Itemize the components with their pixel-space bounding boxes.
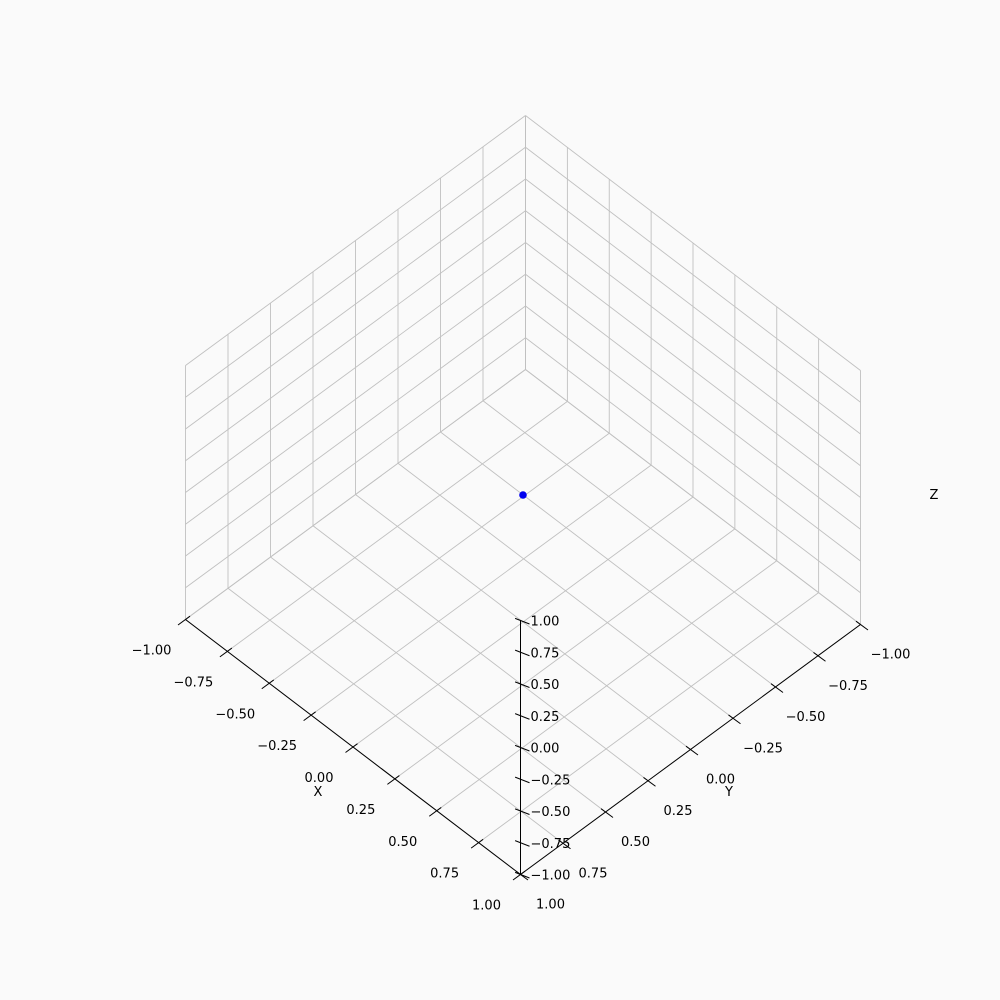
- grid-line: [525, 146, 861, 403]
- x-tick: [303, 711, 316, 722]
- y-tick-label: 0.50: [621, 835, 650, 850]
- y-tick: [558, 839, 571, 850]
- z-tick: [514, 649, 530, 657]
- z-tick-label: 0.75: [531, 646, 560, 661]
- x-tick: [428, 807, 442, 817]
- grid-line: [525, 115, 861, 371]
- y-tick: [728, 714, 741, 725]
- y-tick: [643, 777, 656, 787]
- y-axis-label: Y: [724, 785, 733, 800]
- y-tick: [770, 683, 784, 693]
- grid-line: [394, 528, 736, 780]
- y-tick-label: 0.25: [664, 804, 693, 819]
- z-tick: [514, 776, 530, 784]
- x-tick-label: 0.00: [305, 771, 334, 786]
- y-tick: [685, 745, 699, 756]
- y-tick-label: 0.00: [706, 773, 735, 788]
- x-tick-label: −0.75: [173, 675, 213, 690]
- z-tick: [514, 617, 530, 625]
- data-points: [519, 491, 527, 499]
- z-tick-label: 0.00: [531, 742, 560, 757]
- z-tick-label: 0.25: [531, 710, 560, 725]
- y-tick-label: −1.00: [871, 648, 911, 663]
- x-tick-label: −0.25: [257, 739, 297, 754]
- grid-line: [525, 210, 861, 467]
- y-tick: [855, 620, 869, 631]
- grid-line: [185, 146, 526, 398]
- grid-line: [185, 178, 526, 430]
- x-tick-label: 1.00: [472, 899, 501, 914]
- x-tick: [345, 743, 358, 753]
- z-tick: [514, 681, 530, 688]
- z-tick-label: −0.75: [531, 837, 571, 852]
- grid-line: [227, 587, 564, 844]
- z-tick: [514, 713, 530, 720]
- z-tick-label: −0.50: [531, 805, 571, 820]
- x-tick-label: 0.50: [388, 835, 417, 850]
- grid-line: [312, 525, 649, 782]
- grid-line: [185, 210, 526, 462]
- x-tick: [219, 647, 233, 658]
- x-tick: [177, 615, 191, 626]
- y-tick-label: −0.75: [828, 679, 868, 694]
- z-tick-label: −1.00: [531, 869, 571, 884]
- z-axis-label: Z: [930, 488, 939, 503]
- y-tick-label: 0.75: [579, 866, 608, 881]
- tick-labels: −1.00 −1.00 −1.00 −0.75 −0.75 −0.75 −0.50 −0.50…: [132, 615, 911, 914]
- x-tick: [470, 838, 484, 849]
- grid-line: [525, 242, 861, 498]
- z-tick-label: 0.50: [531, 678, 560, 693]
- y-tick: [515, 870, 529, 881]
- grid-line: [270, 556, 606, 813]
- z-tick: [514, 840, 530, 847]
- grid-line: [525, 178, 861, 435]
- x-tick-label: −0.50: [215, 707, 255, 722]
- y-tick-label: 1.00: [536, 898, 565, 913]
- grid-line: [436, 560, 778, 812]
- grid-line: [185, 115, 526, 366]
- z-tick-label: 1.00: [531, 615, 560, 630]
- grid-line: [185, 242, 526, 493]
- x-tick-label: −1.00: [132, 644, 172, 659]
- x-tick: [261, 679, 275, 690]
- x-tick-label: 0.75: [430, 867, 459, 882]
- x-tick: [512, 870, 526, 881]
- data-point: [519, 491, 527, 499]
- z-tick: [514, 744, 530, 752]
- x-axis-label: X: [314, 785, 323, 800]
- z-tick-label: −0.25: [531, 773, 571, 788]
- y-tick: [600, 808, 614, 818]
- x-tick: [387, 775, 400, 785]
- y-tick-label: −0.25: [743, 741, 783, 756]
- x-tick-label: 0.25: [346, 803, 375, 818]
- grid-line: [478, 592, 819, 843]
- y-tick-label: −0.50: [786, 710, 826, 725]
- z-tick: [514, 808, 530, 815]
- y-tick: [813, 652, 826, 662]
